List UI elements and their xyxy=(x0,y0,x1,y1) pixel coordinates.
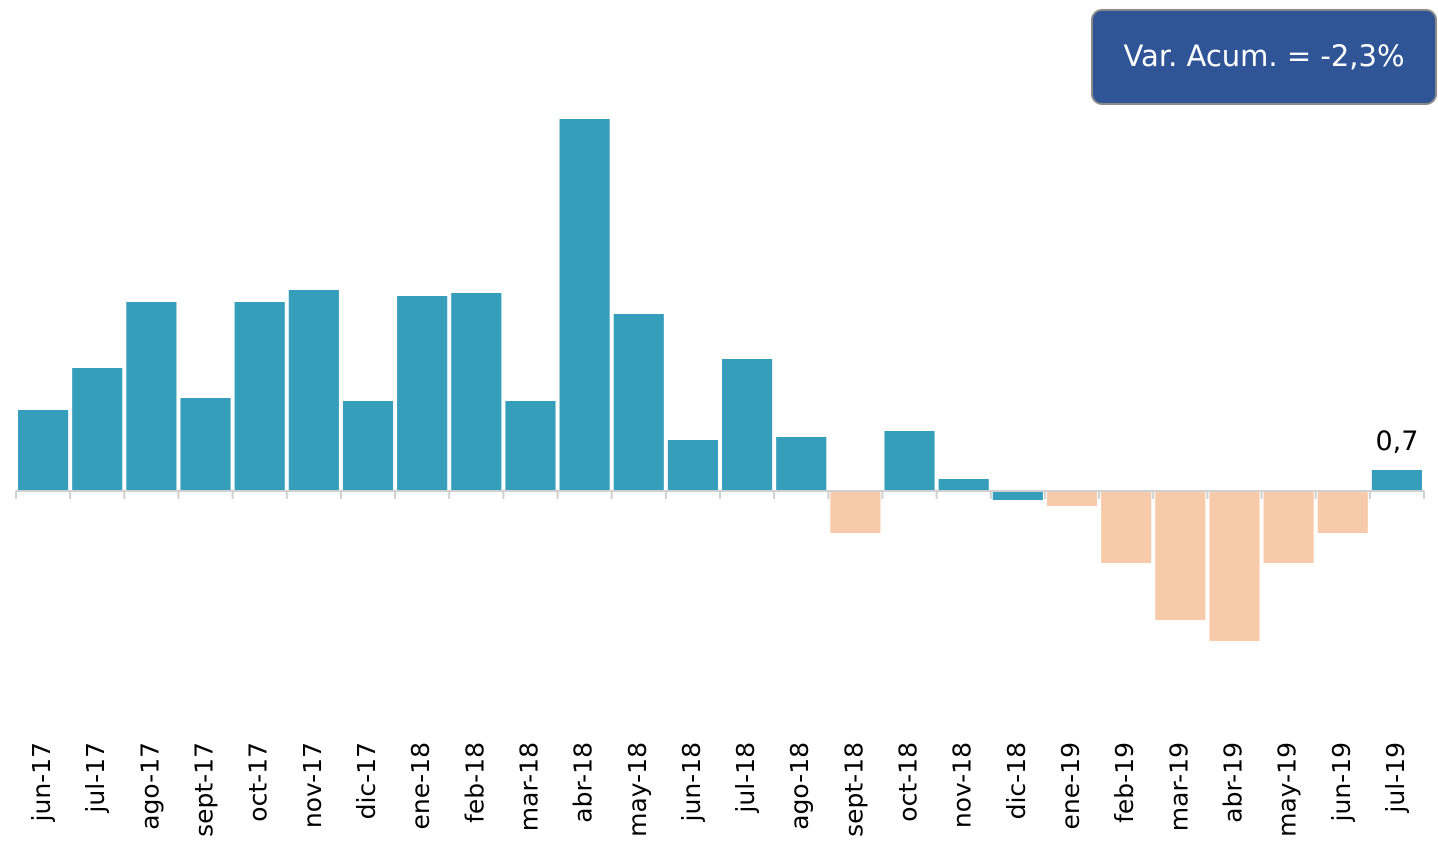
x-tick-label: feb-19 xyxy=(1110,742,1139,823)
bar xyxy=(938,479,989,491)
bar xyxy=(1046,491,1098,506)
bar xyxy=(722,359,773,491)
bar xyxy=(397,296,448,491)
x-tick-label: oct-18 xyxy=(894,742,923,822)
bar xyxy=(342,401,394,491)
x-tick-label: ene-18 xyxy=(406,742,435,829)
x-tick-label: jun-18 xyxy=(677,742,706,822)
bar xyxy=(234,302,285,491)
data-label: 0,7 xyxy=(1375,426,1418,457)
bar xyxy=(1263,491,1314,563)
bar xyxy=(126,302,177,491)
x-tick-label: dic-17 xyxy=(352,742,381,819)
x-tick-label: feb-18 xyxy=(460,742,489,823)
bar xyxy=(18,410,69,491)
bar xyxy=(830,491,881,533)
bar xyxy=(1317,491,1368,533)
x-tick-label: ene-19 xyxy=(1056,742,1085,829)
x-tick-label: abr-19 xyxy=(1218,742,1247,823)
annotation: Var. Acum. = -2,3% xyxy=(1123,39,1404,73)
x-tick-label: abr-18 xyxy=(569,742,598,823)
bar xyxy=(992,491,1043,500)
bar xyxy=(72,368,123,491)
bar xyxy=(505,401,556,491)
x-tick-label: jul-19 xyxy=(1381,742,1410,814)
x-tick-label: sept-18 xyxy=(839,742,868,837)
x-tick-label: ago-17 xyxy=(135,742,164,830)
annotation-box xyxy=(1091,9,1437,105)
bar xyxy=(613,314,664,491)
x-tick-label: ago-18 xyxy=(785,742,814,830)
bar xyxy=(667,440,718,491)
bar xyxy=(559,119,610,491)
bar xyxy=(884,431,935,491)
bar xyxy=(776,437,827,491)
x-tick-label: jun-19 xyxy=(1327,742,1356,822)
x-tick-label: oct-17 xyxy=(244,742,273,822)
x-tick-label: nov-18 xyxy=(948,742,977,828)
x-tick-label: jul-18 xyxy=(731,742,760,814)
x-tick-label: may-18 xyxy=(623,742,652,837)
x-tick-label: may-19 xyxy=(1273,742,1302,837)
x-tick-label: dic-18 xyxy=(1002,742,1031,819)
x-tick-label: jul-17 xyxy=(81,742,110,814)
x-tick-label: nov-17 xyxy=(298,742,327,828)
x-tick-label: jun-17 xyxy=(27,742,56,822)
bar xyxy=(1101,491,1152,563)
x-tick-label: sept-17 xyxy=(190,742,219,837)
x-tick-label: mar-18 xyxy=(514,742,543,831)
bar xyxy=(180,398,231,491)
bar xyxy=(1155,491,1206,620)
x-tick-label: mar-19 xyxy=(1164,742,1193,831)
bar xyxy=(1209,491,1260,641)
bar xyxy=(451,293,502,491)
bar xyxy=(288,290,339,491)
bar xyxy=(1371,470,1422,491)
